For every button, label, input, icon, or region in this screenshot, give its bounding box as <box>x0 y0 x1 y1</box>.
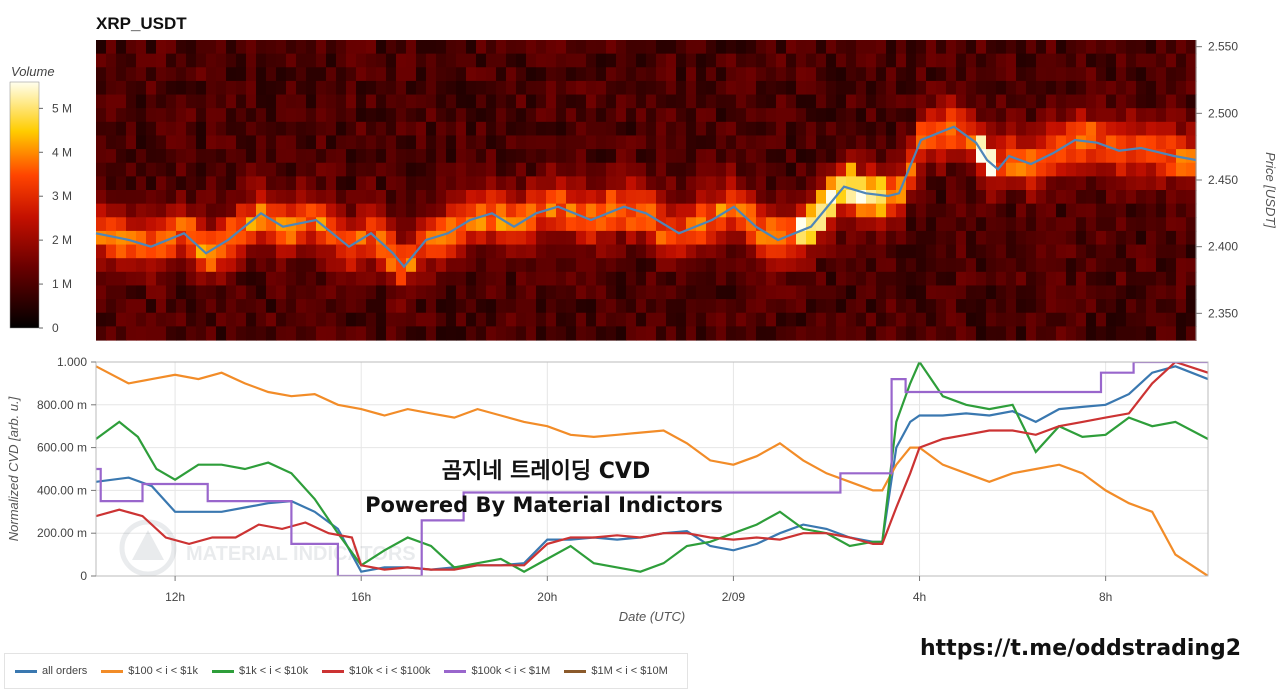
legend-item[interactable]: $1M < i < $10M <box>564 665 668 677</box>
cvd-x-tick-label: 2/09 <box>722 590 746 604</box>
colorbar-tick-label: 0 <box>52 321 59 335</box>
cvd-x-tick-label: 16h <box>351 590 371 604</box>
legend-swatch <box>564 669 587 673</box>
colorbar-tick-label: 3 M <box>52 189 72 203</box>
colorbar-label: Volume <box>11 64 55 79</box>
colorbar: Volume 5 M 4 M 3 M 2 M 1 M 0 <box>9 64 72 335</box>
legend-label: $100 < i < $1k <box>128 665 198 677</box>
legend-item[interactable]: $100k < i < $1M <box>444 665 550 677</box>
overlay-subtitle: Powered By Material Indictors <box>365 493 723 517</box>
legend-item[interactable]: $1k < i < $10k <box>211 665 309 677</box>
heatmap-y-tick-label: 2.550 <box>1208 40 1238 54</box>
cvd-y-tick-label: 0 <box>80 569 87 583</box>
overlay-title: 곰지네 트레이딩 CVD <box>442 459 650 484</box>
cvd-y-tick-label: 800.00 m <box>37 398 87 412</box>
legend-label: $1k < i < $10k <box>238 665 309 677</box>
legend: all orders $100 < i < $1k $1k < i < $10k $1… <box>4 653 688 689</box>
legend-item[interactable]: $10k < i < $100k <box>322 665 430 677</box>
heatmap-y-tick-label: 2.400 <box>1208 240 1238 254</box>
cvd-y-tick-label: 200.00 m <box>37 526 87 540</box>
watermark-text: MATERIAL INDICATORS <box>186 543 416 565</box>
heatmap-y-tick-label: 2.350 <box>1208 306 1238 320</box>
cvd-series-line <box>96 362 1208 573</box>
chart-title: XRP_USDT <box>96 14 187 33</box>
legend-swatch <box>101 669 124 673</box>
heatmap-y-tick-label: 2.500 <box>1208 106 1238 120</box>
legend-swatch <box>15 669 37 673</box>
cvd-y-axis-label: Normalized CVD [arb. u.] <box>6 396 21 541</box>
colorbar-tick-label: 4 M <box>52 145 72 159</box>
cvd-x-tick-label: 20h <box>537 590 557 604</box>
colorbar-tick-label: 2 M <box>52 233 72 247</box>
legend-swatch <box>322 669 345 673</box>
cvd-x-tick-label: 12h <box>165 590 185 604</box>
cvd-y-tick-label: 400.00 m <box>37 483 87 497</box>
heatmap-y-tick-label: 2.450 <box>1208 173 1238 187</box>
legend-swatch <box>444 669 467 673</box>
cvd-series-line <box>96 362 1208 576</box>
colorbar-tick-label: 1 M <box>52 277 72 291</box>
heatmap-y-axis-label: Price [USDT] <box>1263 152 1278 228</box>
cvd-x-tick-label: 4h <box>913 590 926 604</box>
cvd-panel: MATERIAL INDICATORS 1.000 800.00 m 600.00 … <box>6 355 1209 624</box>
legend-label: $100k < i < $1M <box>471 665 551 677</box>
telegram-link[interactable]: https://t.me/oddstrading2 <box>920 636 1242 661</box>
cvd-series-line <box>96 365 1208 576</box>
legend-item[interactable]: $100 < i < $1k <box>101 665 198 677</box>
cvd-series-line <box>96 362 1208 571</box>
cvd-x-tick-label: 8h <box>1099 590 1112 604</box>
legend-label: $1M < i < $10M <box>591 665 668 677</box>
legend-label: $10k < i < $100k <box>349 665 431 677</box>
price-line <box>95 125 1197 269</box>
chart-canvas: Volume 5 M4 M3 M2 M1 M0 2.5502.5002.4502… <box>6 40 1278 624</box>
legend-label: all orders <box>42 665 88 677</box>
legend-swatch <box>211 669 234 673</box>
cvd-x-axis-label: Date (UTC) <box>619 609 685 624</box>
heatmap-panel: 2.550 2.500 2.450 2.400 2.350 Price [USDT] <box>95 40 1278 341</box>
cvd-y-tick-label: 1.000 <box>57 355 87 369</box>
legend-item[interactable]: all orders <box>15 665 87 677</box>
colorbar-gradient <box>9 81 40 329</box>
colorbar-tick-label: 5 M <box>52 101 72 115</box>
cvd-y-tick-label: 600.00 m <box>37 441 87 455</box>
